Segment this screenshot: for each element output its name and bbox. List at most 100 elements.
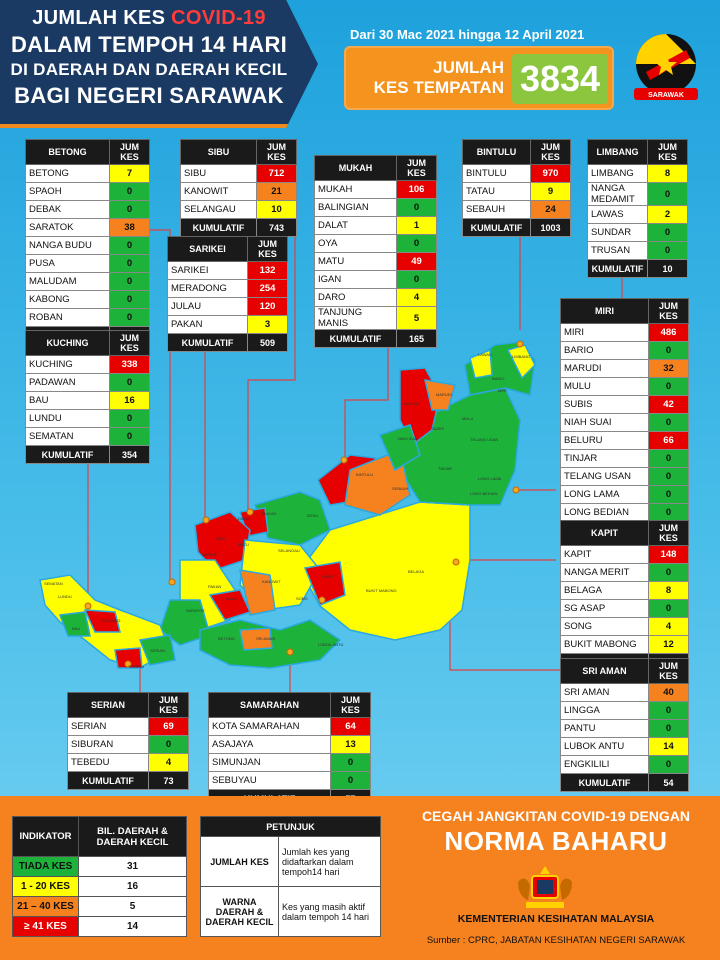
indicator-row: TIADA KES 31 xyxy=(12,856,187,877)
case-count: 32 xyxy=(648,359,689,378)
cumulative-row: KUMULATIF 73 xyxy=(67,771,189,790)
case-count: 0 xyxy=(648,719,689,738)
table-row: SONG 4 xyxy=(560,617,689,636)
district-name: SONG xyxy=(560,617,649,636)
district-name: MUKAH xyxy=(314,180,397,199)
table-row: TEBEDU 4 xyxy=(67,753,189,772)
case-count: 0 xyxy=(648,563,689,582)
district-name: SPAOH xyxy=(25,182,110,201)
table-row: SIMUNJAN 0 xyxy=(208,753,371,772)
petunjuk-table: PETUNJUK JUMLAH KES Jumlah kes yang dida… xyxy=(200,816,381,937)
case-count: 0 xyxy=(648,701,689,720)
table-row: MATU 49 xyxy=(314,252,437,271)
table-row: LIMBANG 8 xyxy=(587,164,688,183)
cumulative-label: KUMULATIF xyxy=(180,218,257,237)
cumulative-row: KUMULATIF 354 xyxy=(25,445,150,464)
case-count: 49 xyxy=(396,252,437,271)
district-name: BELURU xyxy=(560,431,649,450)
cumulative-row: KUMULATIF 509 xyxy=(167,333,288,352)
district-name: OYA xyxy=(314,234,397,253)
table-row: NANGA BUDU 0 xyxy=(25,236,150,255)
district-name: DEBAK xyxy=(25,200,110,219)
map-label: SONG xyxy=(296,596,308,601)
district-name: SUNDAR xyxy=(587,223,648,242)
table-row: BUKIT MABONG 12 xyxy=(560,635,689,654)
case-count: 8 xyxy=(648,581,689,600)
indicator-header: INDIKATOR xyxy=(12,816,79,857)
map-label: MUKAH xyxy=(262,511,277,516)
map-label: LIMBANG xyxy=(512,354,530,359)
map-label: MARUDI xyxy=(436,392,452,397)
map-label: PAKAN xyxy=(208,584,221,589)
district-name: MIRI xyxy=(560,323,649,342)
table-kuching: KUCHING JUM KES KUCHING 338 PADAWAN 0 BAU 16 LUN… xyxy=(25,330,150,464)
case-count: 0 xyxy=(648,485,689,504)
case-count: 12 xyxy=(648,635,689,654)
cumulative-value: 165 xyxy=(396,329,437,348)
district-name: TATAU xyxy=(462,182,531,201)
table-row: KANOWIT 21 xyxy=(180,182,297,201)
case-count: 21 xyxy=(256,182,297,201)
case-count: 3 xyxy=(247,315,288,334)
table-row: KAPIT 148 xyxy=(560,545,689,564)
district-name: SG ASAP xyxy=(560,599,649,618)
indicator-row: 1 - 20 KES 16 xyxy=(12,876,187,897)
map-label: SUBIS xyxy=(432,426,444,431)
district-name: LONG LAMA xyxy=(560,485,649,504)
cumulative-label: KUMULATIF xyxy=(560,773,649,792)
cumulative-label: KUMULATIF xyxy=(462,218,531,237)
district-name: SERIAN xyxy=(67,717,149,736)
slogan-line-2: NORMA BAHARU xyxy=(444,826,668,856)
table-row: DALAT 1 xyxy=(314,216,437,235)
district-name: PAKAN xyxy=(167,315,248,334)
table-row: BETONG 7 xyxy=(25,164,150,183)
map-label: DALAT xyxy=(238,516,251,521)
case-count: 0 xyxy=(647,182,688,206)
case-count: 0 xyxy=(109,308,150,327)
indicator-count: 16 xyxy=(78,876,187,897)
table-row: LAWAS 2 xyxy=(587,205,688,224)
division-name-header: SIBU xyxy=(180,139,257,165)
table-row: BELAGA 8 xyxy=(560,581,689,600)
case-count: 64 xyxy=(330,717,371,736)
cumulative-row: KUMULATIF 165 xyxy=(314,329,437,348)
case-count: 2 xyxy=(647,205,688,224)
district-name: LUBOK ANTU xyxy=(560,737,649,756)
petunjuk-term: WARNA DAERAH & DAERAH KECIL xyxy=(200,886,279,937)
title-line-2: DALAM TEMPOH 14 HARI xyxy=(10,32,288,57)
map-label: MATU xyxy=(238,542,249,547)
indicator-row: ≥ 41 KES 14 xyxy=(12,916,187,937)
case-count: 0 xyxy=(396,270,437,289)
table-row: TRUSAN 0 xyxy=(587,241,688,260)
table-row: BINTULU 970 xyxy=(462,164,571,183)
case-count: 0 xyxy=(648,467,689,486)
logo-text: SARAWAK xyxy=(648,92,684,99)
cases-column-header: JUM KES xyxy=(148,692,189,718)
case-count: 9 xyxy=(530,182,571,201)
map-label: BETONG xyxy=(218,636,235,641)
table-row: SG ASAP 0 xyxy=(560,599,689,618)
table-row: NIAH SUAI 0 xyxy=(560,413,689,432)
table-sarikei: SARIKEI JUM KES SARIKEI 132 MERADONG 254 JULAU… xyxy=(167,236,288,352)
petunjuk-description: Jumlah kes yang didaftarkan dalam tempoh… xyxy=(278,836,381,887)
case-count: 712 xyxy=(256,164,297,183)
district-name: BINTULU xyxy=(462,164,531,183)
cases-column-header: JUM KES xyxy=(648,658,689,684)
case-count: 0 xyxy=(648,599,689,618)
table-limbang: LIMBANG JUM KES LIMBANG 8 NANGA MEDAMIT 0 LAWA… xyxy=(587,139,688,278)
cumulative-value: 1003 xyxy=(530,218,571,237)
division-name-header: MUKAH xyxy=(314,155,397,181)
table-row: SIBU 712 xyxy=(180,164,297,183)
case-count: 0 xyxy=(396,198,437,217)
case-count: 0 xyxy=(109,236,150,255)
district-name: PADAWAN xyxy=(25,373,110,392)
map-label: BARIO xyxy=(492,376,504,381)
title-text: JUMLAH KES xyxy=(32,7,172,29)
map-label: TEBEDU xyxy=(128,664,144,669)
case-count: 38 xyxy=(109,218,150,237)
cases-column-header: JUM KES xyxy=(648,298,689,324)
district-name: SEBUYAU xyxy=(208,771,331,790)
case-count: 0 xyxy=(648,341,689,360)
map-label: BINTULU xyxy=(356,472,373,477)
